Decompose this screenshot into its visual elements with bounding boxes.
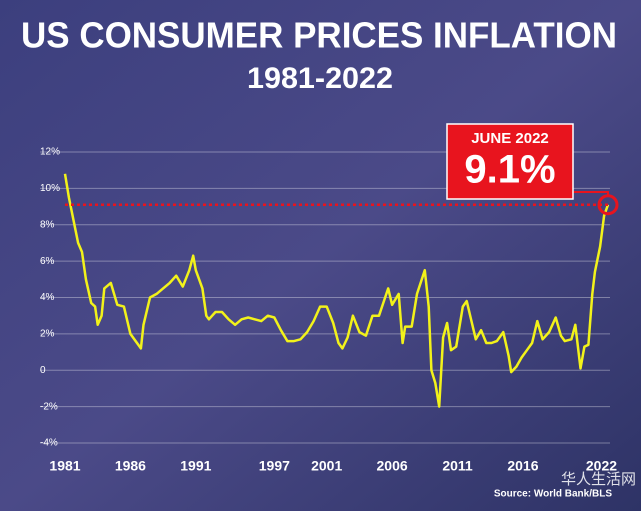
x-tick-label: 1986 xyxy=(115,458,146,474)
source: Source: World Bank/BLS xyxy=(494,489,612,500)
y-tick-label: 6% xyxy=(40,256,55,267)
x-tick-label: 1997 xyxy=(259,458,290,474)
x-tick-label: 1991 xyxy=(180,458,211,474)
y-tick-label: 0 xyxy=(40,365,46,376)
y-tick-label: 10% xyxy=(40,183,60,194)
x-tick-label: 2001 xyxy=(311,458,342,474)
annotation-title: JUNE 2022 xyxy=(471,130,549,147)
x-tick-label: 1981 xyxy=(49,458,80,474)
annotation-text: 9.1% xyxy=(464,148,555,192)
data-line xyxy=(63,173,610,408)
y-tick-label: 4% xyxy=(40,292,55,303)
chart-title: US CONSUMER PRICES INFLATION xyxy=(21,15,617,56)
x-tick-label: 2022 xyxy=(586,458,617,474)
annotation-connector xyxy=(573,191,609,196)
annotation-box xyxy=(446,123,574,200)
x-tick-label: 2016 xyxy=(507,458,538,474)
y-tick-label: -4% xyxy=(40,438,58,449)
y-tick-label: 8% xyxy=(40,219,55,230)
chart-subtitle: 1981-2022 xyxy=(247,62,393,95)
watermark: 华人生活网 xyxy=(561,471,636,488)
y-tick-label: 2% xyxy=(40,329,55,340)
x-tick-label: 2011 xyxy=(442,458,473,474)
x-tick-label: 2006 xyxy=(377,458,408,474)
y-tick-label: -2% xyxy=(40,401,58,412)
y-tick-label: 12% xyxy=(40,147,60,158)
